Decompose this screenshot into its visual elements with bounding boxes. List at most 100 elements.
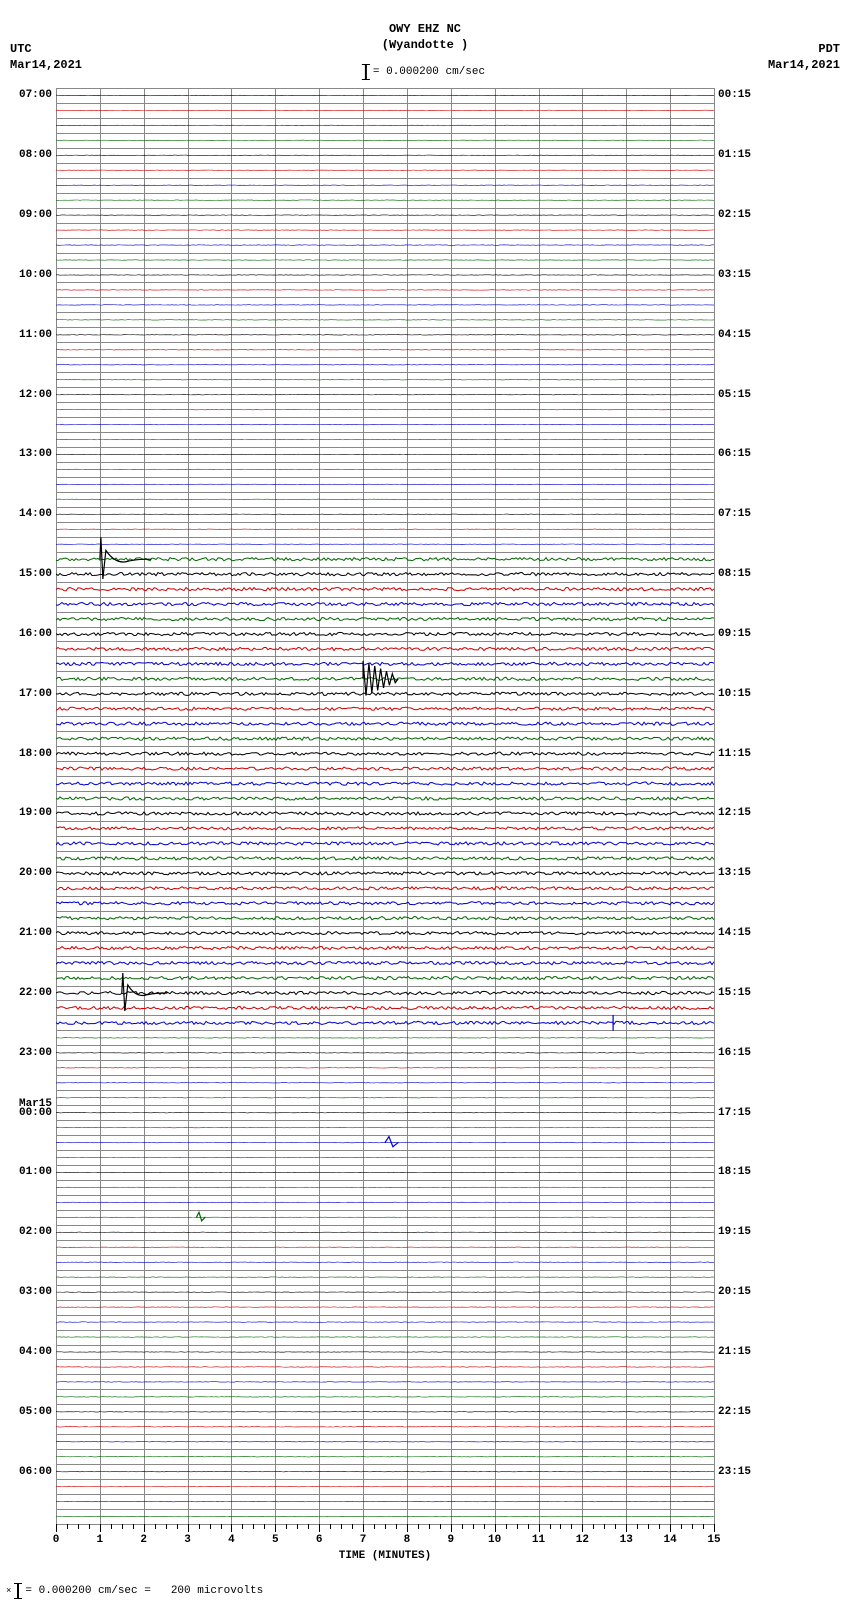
tz-right-date: Mar14,2021	[768, 58, 840, 74]
x-tick-minor	[385, 1524, 386, 1529]
seismic-trace	[56, 1021, 714, 1024]
x-tick-label: 14	[664, 1534, 677, 1546]
seismic-trace	[56, 662, 714, 665]
utc-hour-label: 13:00	[19, 448, 52, 460]
seismic-trace	[56, 379, 714, 380]
pdt-hour-label: 12:15	[718, 807, 751, 819]
x-tick-minor	[297, 1524, 298, 1529]
x-tick-minor	[155, 1524, 156, 1529]
seismic-trace	[56, 932, 714, 935]
utc-hour-label: 08:00	[19, 149, 52, 161]
seismic-trace	[56, 1397, 714, 1398]
x-tick-minor	[648, 1524, 649, 1529]
x-tick-minor	[571, 1524, 572, 1529]
x-tick	[451, 1524, 452, 1532]
seismic-trace	[56, 1082, 714, 1083]
x-tick	[144, 1524, 145, 1532]
seismic-trace	[56, 976, 714, 979]
x-tick-minor	[221, 1524, 222, 1529]
utc-hour-label: 18:00	[19, 748, 52, 760]
seismic-trace	[56, 1501, 714, 1502]
x-tick	[539, 1524, 540, 1532]
x-tick-label: 3	[184, 1534, 191, 1546]
x-tick-minor	[133, 1524, 134, 1529]
pdt-hour-label: 04:15	[718, 329, 751, 341]
scale-text: = 0.000200 cm/sec	[373, 66, 485, 78]
utc-hour-label: 16:00	[19, 628, 52, 640]
utc-hour-label: 09:00	[19, 209, 52, 221]
x-tick-minor	[473, 1524, 474, 1529]
seismogram-plot: 07:0008:0009:0010:0011:0012:0013:0014:00…	[56, 88, 714, 1524]
seismic-trace	[56, 544, 714, 545]
seismic-trace	[56, 1367, 714, 1368]
x-tick-minor	[330, 1524, 331, 1529]
x-tick-minor	[528, 1524, 529, 1529]
x-tick-minor	[89, 1524, 90, 1529]
chart-header: OWY EHZ NC (Wyandotte )	[0, 22, 850, 53]
x-tick	[275, 1524, 276, 1532]
seismic-trace	[56, 1322, 714, 1323]
x-tick-minor	[703, 1524, 704, 1529]
x-tick-minor	[396, 1524, 397, 1529]
seismic-trace	[56, 1006, 714, 1009]
seismic-trace	[56, 558, 714, 561]
seismic-trace	[56, 961, 714, 964]
seismic-trace	[56, 1486, 714, 1487]
x-tick-label: 0	[53, 1534, 60, 1546]
x-tick-minor	[418, 1524, 419, 1529]
pdt-hour-label: 01:15	[718, 149, 751, 161]
pdt-hour-label: 19:15	[718, 1226, 751, 1238]
pdt-hour-label: 21:15	[718, 1346, 751, 1358]
seismic-trace	[56, 1456, 714, 1457]
seismic-trace	[56, 1441, 714, 1442]
seismic-trace	[56, 1307, 714, 1308]
x-tick-minor	[177, 1524, 178, 1529]
trace-layer	[56, 88, 714, 1524]
timezone-right: PDT Mar14,2021	[768, 42, 840, 73]
pdt-hour-label: 06:15	[718, 448, 751, 460]
grid-vertical	[714, 88, 715, 1524]
seismic-trace	[56, 707, 714, 710]
utc-hour-label: 14:00	[19, 508, 52, 520]
x-tick-label: 5	[272, 1534, 279, 1546]
x-tick-minor	[111, 1524, 112, 1529]
x-tick-label: 6	[316, 1534, 323, 1546]
seismic-trace	[56, 632, 714, 635]
utc-hour-label: 23:00	[19, 1047, 52, 1059]
seismic-trace	[56, 1157, 714, 1158]
seismic-trace	[56, 469, 714, 470]
x-tick-minor	[429, 1524, 430, 1529]
x-tick-label: 12	[576, 1534, 589, 1546]
seismic-trace	[56, 782, 714, 785]
seismic-trace	[56, 439, 714, 440]
x-axis-title: TIME (MINUTES)	[339, 1550, 431, 1562]
seismic-trace	[56, 602, 714, 605]
x-tick-minor	[341, 1524, 342, 1529]
x-tick-minor	[462, 1524, 463, 1529]
seismic-trace	[56, 185, 714, 186]
seismic-trace	[56, 305, 714, 306]
utc-hour-label: 01:00	[19, 1166, 52, 1178]
x-tick	[582, 1524, 583, 1532]
seismic-trace	[56, 125, 714, 126]
x-tick-minor	[352, 1524, 353, 1529]
utc-hour-label: 03:00	[19, 1286, 52, 1298]
seismic-trace	[56, 752, 714, 755]
x-tick-minor	[242, 1524, 243, 1529]
seismic-trace	[56, 617, 714, 620]
seismic-event	[385, 1137, 398, 1147]
seismic-trace	[56, 947, 714, 950]
seismic-trace	[56, 1277, 714, 1278]
pdt-hour-label: 17:15	[718, 1107, 751, 1119]
pdt-hour-label: 20:15	[718, 1286, 751, 1298]
x-tick	[714, 1524, 715, 1532]
x-tick	[319, 1524, 320, 1532]
seismic-trace	[56, 1232, 714, 1233]
seismic-trace	[56, 812, 714, 815]
seismic-trace	[56, 842, 714, 845]
x-tick-minor	[550, 1524, 551, 1529]
x-tick-minor	[659, 1524, 660, 1529]
seismic-trace	[56, 1262, 714, 1263]
utc-hour-label: 10:00	[19, 269, 52, 281]
pdt-hour-label: 05:15	[718, 389, 751, 401]
